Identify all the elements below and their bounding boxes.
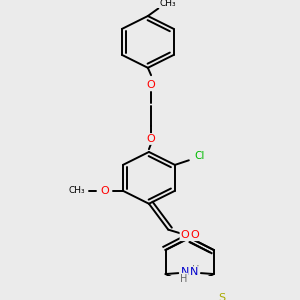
Text: CH₃: CH₃ (160, 0, 176, 8)
Text: O: O (147, 134, 155, 144)
Text: N: N (190, 267, 199, 277)
Text: N: N (181, 267, 189, 277)
Text: H: H (192, 265, 199, 275)
Text: H: H (180, 274, 188, 284)
Text: Cl: Cl (194, 151, 205, 161)
Text: S: S (218, 293, 225, 300)
Text: O: O (147, 80, 155, 90)
Text: O: O (190, 230, 199, 240)
Text: O: O (181, 230, 189, 240)
Text: CH₃: CH₃ (69, 186, 85, 195)
Text: O: O (100, 186, 109, 196)
